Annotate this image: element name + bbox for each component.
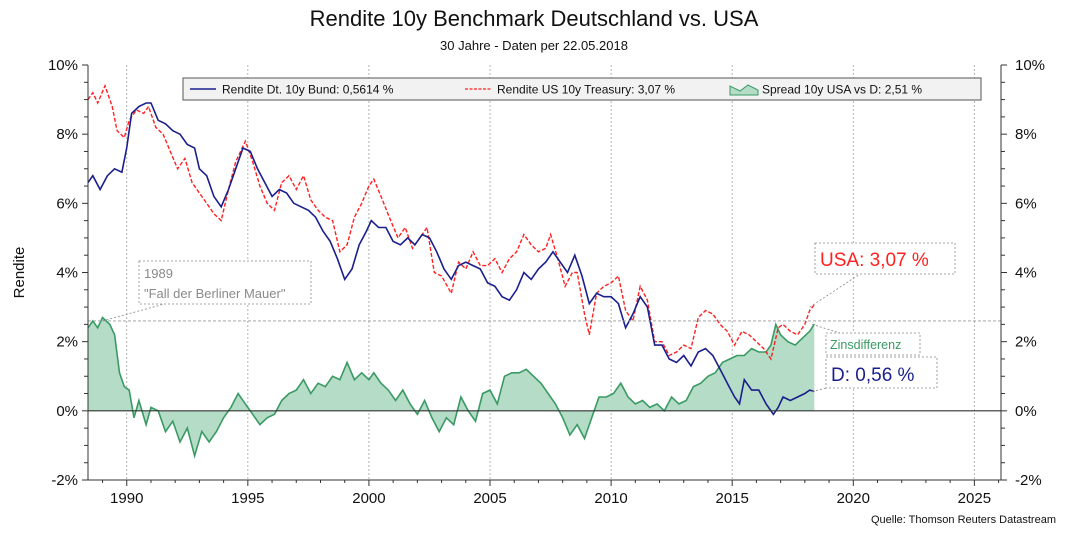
legend-item-label: Rendite US 10y Treasury: 3,07 %	[497, 83, 675, 97]
berlin-wall-connector	[102, 302, 169, 322]
right-y-tick-label: 2%	[1015, 334, 1037, 351]
spread-annotation-box	[825, 332, 921, 356]
right-y-tick-label: 8%	[1015, 126, 1037, 143]
usa-annotation-box	[814, 242, 956, 275]
bund-line	[87, 102, 815, 416]
legend-box	[182, 77, 982, 101]
spread-annotation-text: Zinsdifferenz	[830, 338, 901, 352]
spread-connector	[811, 323, 841, 334]
right-y-tick-label: 10%	[1015, 57, 1045, 74]
x-tick-label: 2000	[352, 490, 385, 507]
reference-lines-layer	[88, 320, 1001, 412]
usa-connector	[809, 273, 861, 308]
x-tick-label: 2010	[594, 490, 627, 507]
left-y-tick-label: 6%	[56, 195, 78, 212]
left-y-tick-label: -2%	[51, 472, 78, 489]
chart-subtitle: 30 Jahre - Daten per 22.05.2018	[440, 38, 628, 53]
legend-spread-swatch	[729, 84, 759, 96]
berlin-wall-annotation-year: 1989	[144, 266, 173, 281]
legend: Rendite Dt. 10y Bund: 0,5614 % Rendite US…	[182, 77, 982, 101]
right-y-tick-label: 0%	[1015, 403, 1037, 420]
bund-annotation-text: D: 0,56 %	[831, 365, 915, 386]
x-tick-label: 2020	[837, 490, 870, 507]
berlin-wall-annotation-box	[138, 260, 312, 305]
left-y-tick-label: 4%	[56, 265, 78, 282]
legend-item-label: Spread 10y USA vs D: 2,51 %	[762, 83, 922, 97]
legend-item-label: Rendite Dt. 10y Bund: 0,5614 %	[222, 83, 394, 97]
y-axis-title: Rendite	[11, 247, 28, 299]
treasury-line	[87, 83, 815, 361]
source-note: Quelle: Thomson Reuters Datastream	[870, 514, 1056, 526]
right-y-tick-label: -2%	[1015, 472, 1042, 489]
chart-title: Rendite 10y Benchmark Deutschland vs. US…	[309, 6, 759, 31]
annotations-layer: 1989 "Fall der Berliner Mauer" USA: 3,07 %…	[102, 242, 956, 392]
x-tick-label: 2005	[473, 490, 506, 507]
spread-area-fill	[88, 317, 815, 456]
x-tick-label: 1990	[110, 490, 143, 507]
line-layer	[87, 83, 815, 416]
bund-connector	[812, 387, 828, 392]
x-tick-label: 2015	[715, 490, 748, 507]
x-tick-label: 1995	[231, 490, 264, 507]
usa-annotation-text: USA: 3,07 %	[820, 250, 929, 271]
left-y-tick-label: 8%	[56, 126, 78, 143]
bund-annotation-box	[825, 356, 938, 389]
left-y-tick-label: 2%	[56, 334, 78, 351]
x-tick-label: 2025	[958, 490, 991, 507]
right-y-tick-label: 6%	[1015, 195, 1037, 212]
spread-line	[87, 316, 815, 459]
axes-layer: -2% -2% 0% 0% 2% 2% 4% 4% 6% 6% 8% 8% 10% 10% 1990 1995…	[48, 57, 1045, 507]
right-y-tick-label: 4%	[1015, 265, 1037, 282]
left-y-tick-label: 0%	[56, 403, 78, 420]
berlin-wall-annotation-text: "Fall der Berliner Mauer"	[144, 286, 286, 301]
spread-area-layer	[87, 316, 815, 459]
left-y-tick-label: 10%	[48, 57, 78, 74]
